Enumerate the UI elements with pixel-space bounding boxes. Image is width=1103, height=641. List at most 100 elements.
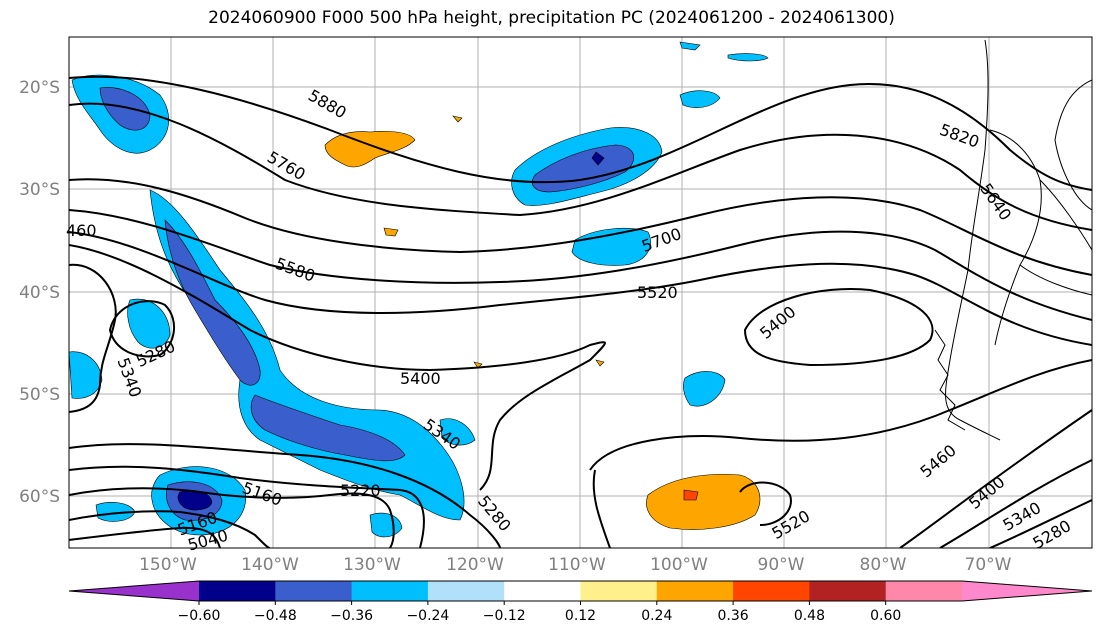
contour-line	[69, 231, 1092, 346]
map-frame	[68, 36, 1093, 549]
precip-blob	[324, 130, 416, 168]
coastline-islands	[934, 329, 966, 431]
contour-label: 5280	[1029, 516, 1074, 553]
precip-blob	[683, 489, 699, 501]
colorbar-tick-label: 0.12	[565, 608, 596, 624]
contour-line	[989, 499, 1092, 548]
lon-label: 100°W	[650, 555, 708, 575]
map-content	[69, 37, 1092, 548]
colorbar: −0.60 −0.48 −0.36 −0.24 −0.12 0.12 0.24 0.36 0.4…	[68, 580, 1093, 624]
colorbar-tick-label: −0.12	[483, 608, 526, 624]
precip-blob	[646, 473, 761, 530]
contour-label: 5700	[639, 224, 684, 256]
precip-blob	[679, 41, 701, 51]
contour-line	[592, 469, 611, 548]
precip-blob	[439, 418, 476, 446]
colorbar-tick-label: 0.60	[870, 608, 901, 624]
precip-blob	[69, 351, 103, 399]
lat-label: 60°S	[19, 487, 60, 507]
lon-label: 90°W	[758, 555, 805, 575]
colorbar-tick-label: −0.24	[406, 608, 449, 624]
precip-blob	[591, 151, 605, 166]
border-line	[989, 129, 1042, 346]
colorbar-max-extend	[962, 581, 1092, 601]
colorbar-segment	[580, 581, 658, 601]
lon-label: 80°W	[860, 555, 907, 575]
coastline-east	[1054, 79, 1092, 211]
lon-label: 140°W	[241, 555, 299, 575]
contour-label: 5400	[756, 302, 799, 343]
height-contours	[69, 75, 1092, 548]
colorbar-tick-label: −0.48	[254, 608, 297, 624]
precip-blob	[127, 298, 171, 349]
contour-line	[69, 510, 271, 548]
precip-blob	[99, 87, 151, 131]
colorbar-tick-label: 0.48	[794, 608, 825, 624]
precip-blob	[531, 144, 634, 193]
lon-label: 150°W	[139, 555, 197, 575]
colorbar-tick-label: 0.36	[718, 608, 749, 624]
contour-label: 5880	[305, 86, 350, 123]
colorbar-segment	[656, 581, 734, 601]
lon-label: 120°W	[446, 555, 504, 575]
lat-label: 30°S	[19, 180, 60, 200]
colorbar-tick-label: −0.36	[330, 608, 373, 624]
colorbar-segment	[885, 581, 963, 601]
latitude-labels: 20°S 30°S 40°S 50°S 60°S	[19, 78, 60, 507]
lat-label: 50°S	[19, 385, 60, 405]
contour-label: 5640	[976, 180, 1015, 224]
contour-label: 5520	[768, 506, 813, 543]
precip-blob	[595, 359, 605, 367]
contour-line	[939, 459, 1092, 548]
precip-blob	[683, 371, 726, 407]
contour-label: 460	[66, 221, 97, 240]
contour-line	[69, 263, 117, 413]
precip-negative-areas	[69, 41, 769, 538]
contour-line	[69, 178, 1092, 276]
contour-line	[589, 359, 1092, 471]
coastline-west-south-america	[945, 39, 1001, 441]
precip-blob	[383, 227, 399, 237]
contour-line	[69, 526, 221, 548]
contour-label: 5760	[264, 147, 309, 184]
colorbar-segment	[275, 581, 353, 601]
contour-label: 5580	[273, 254, 318, 286]
contour-label: 5400	[965, 472, 1008, 513]
contour-line	[69, 209, 1092, 321]
precip-blob	[679, 90, 721, 108]
lon-label: 130°W	[343, 555, 401, 575]
contour-line	[69, 487, 395, 548]
border-line	[1019, 264, 1092, 296]
contour-line	[899, 409, 1092, 548]
longitude-labels: 150°W 140°W 130°W 120°W 110°W 100°W 90°W…	[139, 555, 1012, 575]
colorbar-segment	[351, 581, 429, 601]
contour-line	[739, 481, 792, 526]
colorbar-segment	[504, 581, 581, 601]
colorbar-min-extend	[69, 581, 199, 601]
contour-label: 5520	[637, 283, 678, 302]
contour-label: 5220	[340, 481, 381, 500]
contour-label: 5400	[400, 369, 441, 388]
lon-label: 110°W	[548, 555, 606, 575]
lat-label: 40°S	[19, 283, 60, 303]
contour-label: 5340	[999, 498, 1044, 535]
contour-label: 5820	[937, 120, 982, 152]
contour-line	[69, 102, 1092, 231]
coastline	[934, 39, 1092, 441]
colorbar-segment	[733, 581, 810, 601]
colorbar-tick-label: −0.60	[178, 608, 221, 624]
contour-line	[108, 300, 176, 358]
lat-label: 20°S	[19, 78, 60, 98]
contour-line	[69, 75, 1092, 191]
graticule	[69, 37, 1092, 548]
contour-line	[69, 465, 425, 548]
contour-label: 5460	[916, 441, 959, 482]
precip-blob	[369, 512, 403, 538]
contour-line	[69, 244, 606, 491]
contour-line	[743, 288, 934, 367]
precip-positive-areas	[324, 115, 761, 530]
border-line	[1039, 179, 1092, 251]
contour-line	[69, 443, 501, 548]
colorbar-segment	[427, 581, 505, 601]
